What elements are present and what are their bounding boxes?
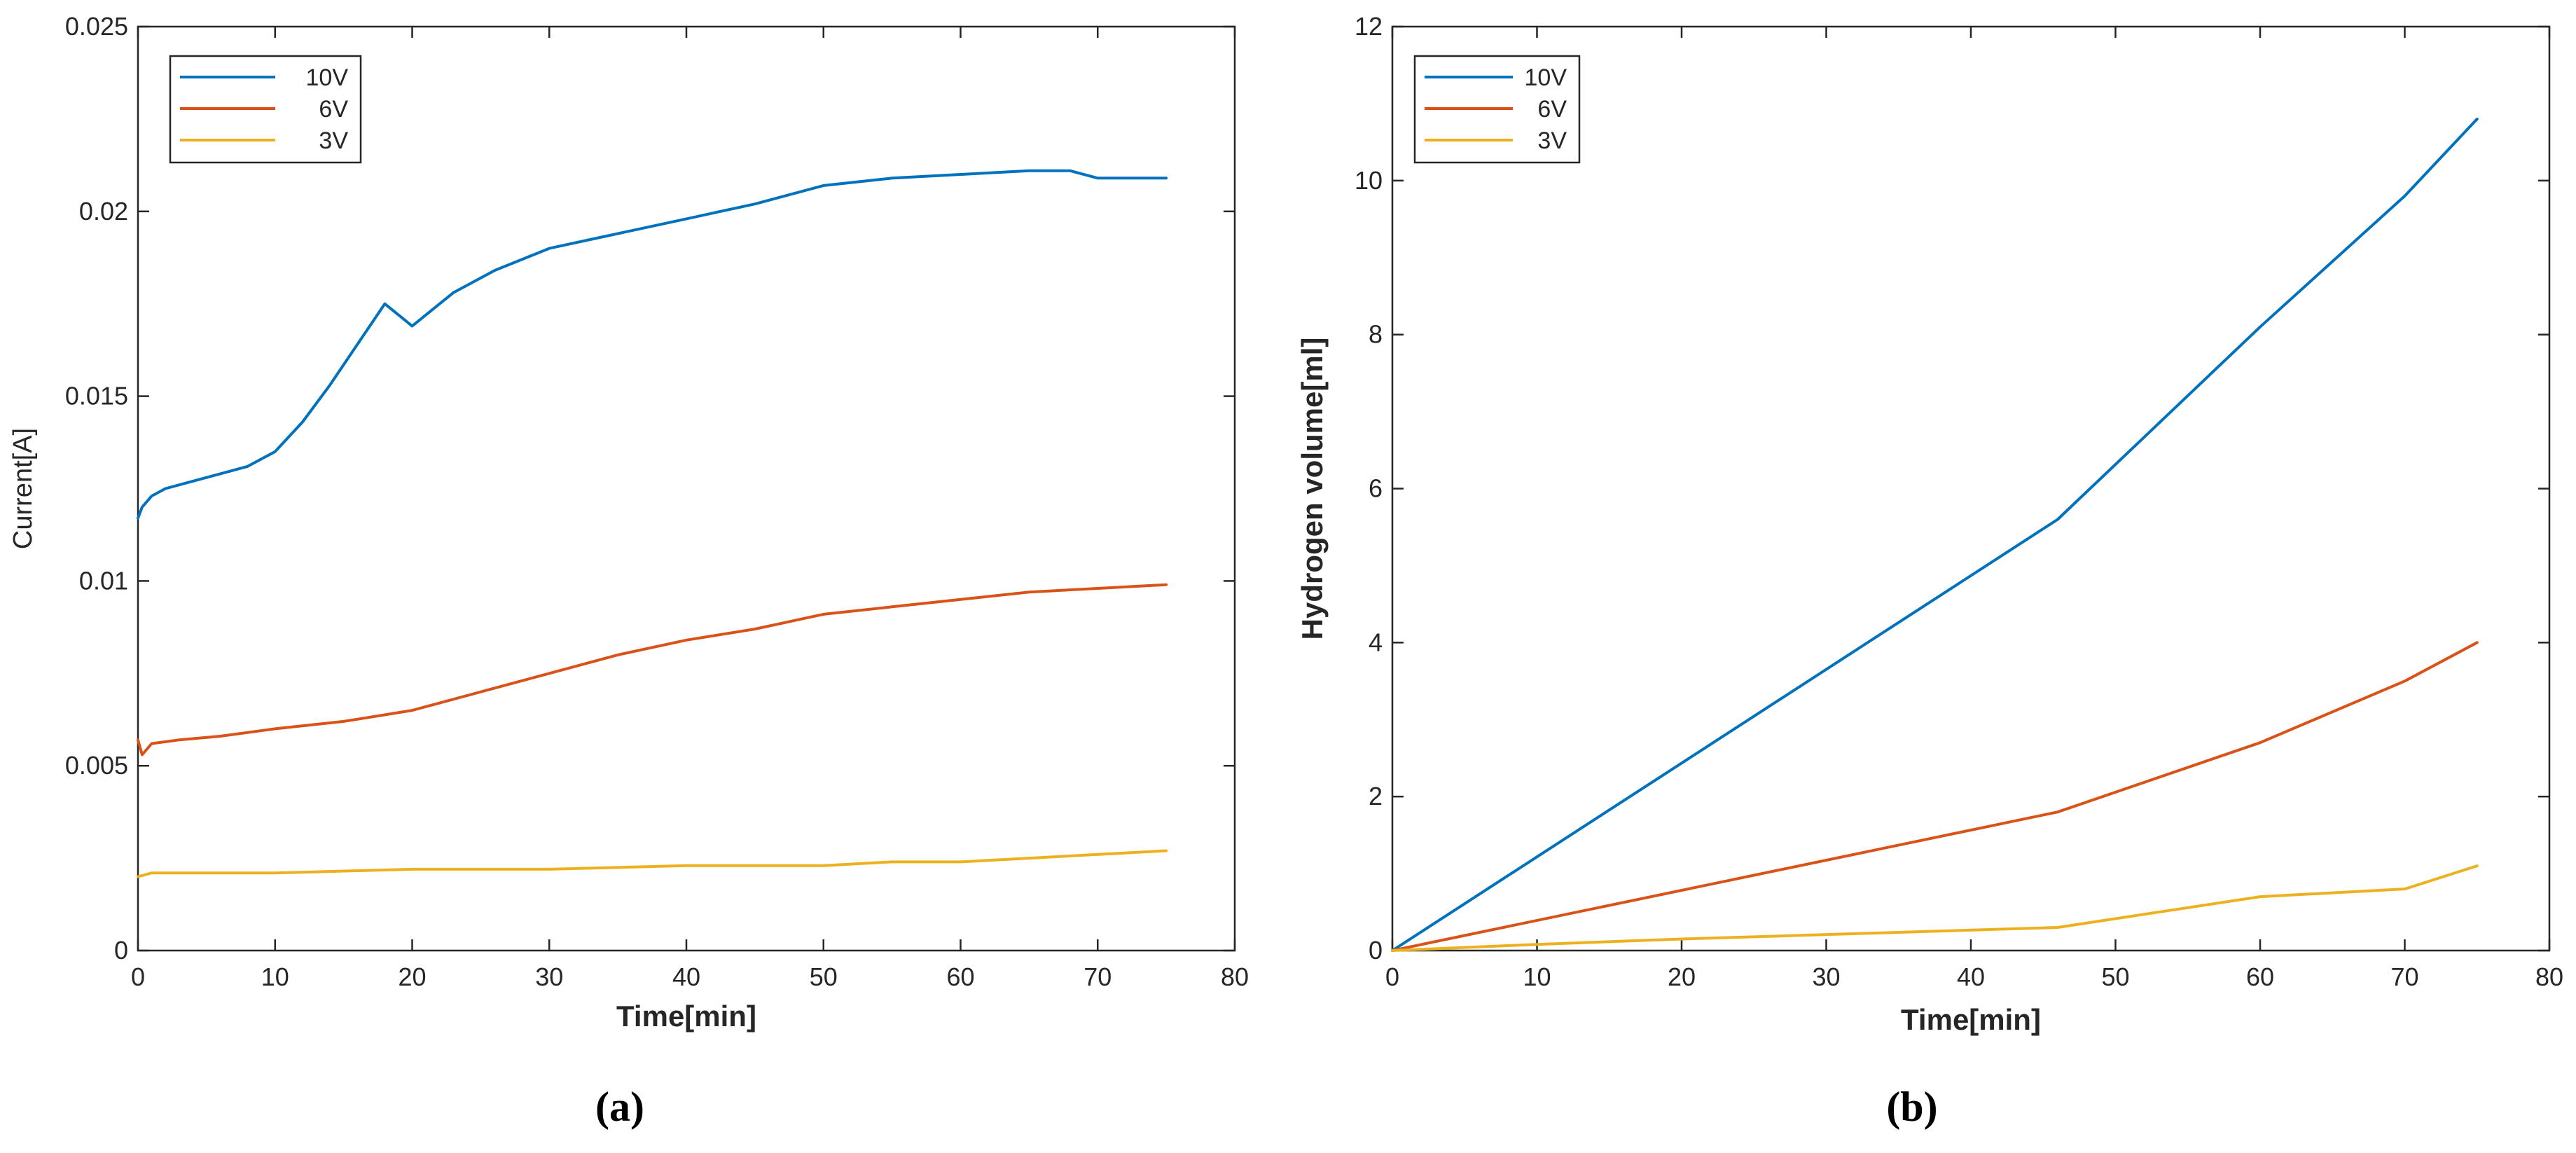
x-tick-label: 10 (261, 962, 289, 991)
series-line-3V (1391, 864, 2479, 952)
x-tick-label: 40 (1957, 962, 1985, 991)
series-line-10V (137, 169, 1168, 520)
x-tick-label: 70 (2390, 962, 2418, 991)
series-line-3V (137, 849, 1168, 878)
y-tick-label: 0 (114, 936, 128, 965)
y-tick-label: 0 (1369, 936, 1383, 965)
y-tick-label: 10 (1355, 166, 1383, 195)
y-tick-label: 12 (1355, 12, 1383, 41)
series-line-6V (1391, 641, 2479, 952)
x-tick-label: 60 (946, 962, 974, 991)
series-line-10V (1391, 117, 2479, 952)
x-tick-label: 80 (2535, 962, 2563, 991)
x-tick-label: 0 (1385, 962, 1399, 991)
x-tick-label: 80 (1221, 962, 1249, 991)
legend: 10V 6V 3V (1413, 55, 1581, 164)
y-tick-label: 4 (1369, 628, 1383, 656)
x-axis-label: Time[min] (1901, 1003, 2041, 1036)
plot-frame (137, 25, 1236, 952)
x-tick-label: 70 (1083, 962, 1112, 991)
y-tick-label: 0.005 (65, 751, 128, 780)
legend-label-3V: 3V (1537, 127, 1567, 154)
x-tick-label: 0 (131, 962, 145, 991)
x-tick-label: 20 (1668, 962, 1696, 991)
legend-label-10V: 10V (306, 64, 349, 91)
x-tick-label: 20 (398, 962, 426, 991)
x-tick-label: 50 (810, 962, 838, 991)
y-tick-label: 2 (1369, 782, 1383, 810)
y-tick-label: 0.02 (79, 197, 128, 226)
legend-label-6V: 6V (1537, 96, 1567, 123)
plot-frame (1391, 25, 2551, 952)
y-tick-label: 0.015 (65, 382, 128, 410)
x-tick-label: 10 (1523, 962, 1551, 991)
legend: 10V 6V 3V (169, 55, 362, 164)
x-tick-label: 30 (535, 962, 563, 991)
x-tick-label: 50 (2101, 962, 2129, 991)
x-tick-label: 40 (672, 962, 700, 991)
x-tick-label: 30 (1812, 962, 1840, 991)
x-tick-label: 60 (2246, 962, 2274, 991)
series-line-6V (137, 583, 1168, 757)
legend-label-3V: 3V (319, 127, 348, 154)
legend-label-10V: 10V (1525, 64, 1567, 91)
chart-a: 0 10 20 30 40 50 60 70 80 0 0.005 0.01 0.015 0.02 0.02… (8, 12, 1249, 1130)
caption-a: (a) (595, 1084, 644, 1130)
caption-b: (b) (1886, 1084, 1937, 1130)
y-axis-label: Hydrogen volume[ml] (1296, 338, 1329, 640)
legend-label-6V: 6V (319, 96, 348, 123)
chart-b: 0 10 20 30 40 50 60 70 80 0 2 4 6 8 10 12 Time[min] Hydro… (1296, 12, 2563, 1130)
y-tick-label: 8 (1369, 320, 1383, 349)
y-tick-label: 0.025 (65, 12, 128, 41)
y-axis-label: Current[A] (8, 428, 38, 549)
y-tick-label: 0.01 (79, 566, 128, 595)
x-axis-label: Time[min] (616, 1000, 756, 1033)
y-tick-label: 6 (1369, 474, 1383, 503)
